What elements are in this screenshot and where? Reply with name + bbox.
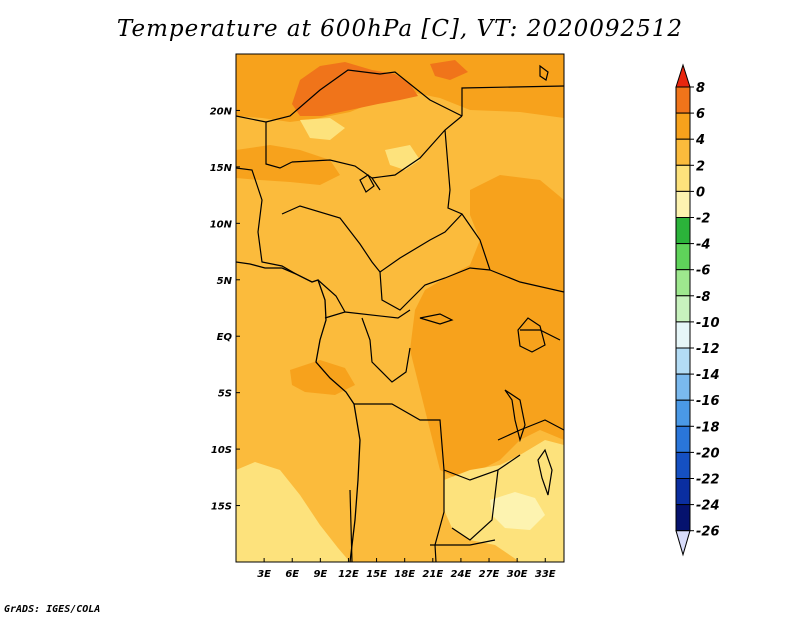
colorbar-label: 6: [696, 107, 705, 122]
longitude-ticks: 3E 6E 9E 12E 15E 18E 21E 24E 27E 30E 33E: [257, 558, 556, 580]
lat-tick-label: 5S: [218, 389, 232, 400]
colorbar-label: -14: [696, 368, 720, 383]
colorbar-label: -12: [696, 342, 720, 357]
lat-tick-label: 15S: [211, 502, 232, 513]
colorbar-segment: [675, 217, 691, 245]
colorbar-segment: [675, 190, 691, 218]
lat-tick-label: EQ: [217, 332, 233, 343]
colorbar-segment: [675, 478, 691, 506]
lon-tick-label: 3E: [257, 569, 271, 580]
lon-tick-label: 30E: [507, 569, 528, 580]
colorbar-label: -10: [696, 316, 720, 331]
colorbar-segment: [675, 347, 691, 375]
map-title: Temperature at 600hPa [C], VT: 202009251…: [116, 16, 684, 42]
lakes: [359, 64, 553, 496]
lat-tick-label: 10S: [211, 445, 232, 456]
country-borders: [236, 69, 564, 562]
colorbar-segment: [675, 164, 691, 192]
lat-tick-label: 20N: [210, 106, 233, 117]
colorbar-label: -2: [696, 212, 710, 227]
colorbar-segment: [675, 86, 691, 114]
colorbar-label: -18: [696, 420, 720, 435]
field-4-to-6-small: [430, 60, 468, 80]
colorbar-segment: [675, 243, 691, 271]
lon-tick-label: 9E: [313, 569, 327, 580]
coastline: [236, 261, 361, 562]
colorbar-segment: [675, 269, 691, 297]
colorbar-label: -16: [696, 394, 720, 409]
colorbar-segment: [675, 425, 691, 453]
colorbar-label: 4: [695, 133, 705, 148]
colorbar-segment: [675, 321, 691, 349]
field-neg2-to-0-north: [300, 118, 345, 140]
colorbar-label: -26: [696, 525, 720, 540]
lat-tick-label: 5N: [217, 276, 233, 287]
colorbar-label: -24: [696, 499, 720, 514]
lon-tick-label: 18E: [394, 569, 415, 580]
lon-tick-label: 33E: [535, 569, 556, 580]
grads-credit: GrADS: IGES/COLA: [4, 604, 101, 615]
lon-tick-label: 21E: [422, 569, 443, 580]
field-4-to-6: [292, 62, 418, 116]
field-2-to-4-sahel: [236, 145, 340, 185]
field-neg4-to-neg2: [490, 492, 545, 530]
colorbar-segment: [675, 295, 691, 323]
field-neg2-to-0-southwest: [236, 462, 350, 562]
lon-tick-label: 24E: [451, 569, 472, 580]
lon-tick-label: 27E: [479, 569, 500, 580]
colorbar-label: -6: [696, 264, 710, 279]
colorbar-segment: [675, 112, 691, 140]
colorbar-label: -8: [696, 290, 710, 305]
lon-tick-label: 6E: [285, 569, 299, 580]
colorbar-bottom-arrow: [675, 530, 691, 557]
colorbar-label: -20: [696, 446, 720, 461]
colorbar: 8 6 4 2 0 -2 -4 -6 -8 -10 -12 -14 -16 -18 -20 -22 -24 -26: [675, 63, 720, 557]
lon-tick-label: 12E: [338, 569, 359, 580]
colorbar-label: 8: [696, 81, 705, 96]
colorbar-segment: [675, 373, 691, 401]
colorbar-segment: [675, 504, 691, 532]
lat-tick-label: 10N: [210, 219, 233, 230]
map-frame: [235, 53, 565, 563]
colorbar-label: -4: [696, 238, 710, 253]
colorbar-label: 0: [696, 185, 705, 200]
colorbar-label: -22: [696, 473, 720, 488]
colorbar-label: 2: [696, 159, 705, 174]
colorbar-segment: [675, 138, 691, 166]
colorbar-top-arrow: [675, 63, 691, 88]
field-2-to-4-east: [410, 175, 564, 480]
colorbar-segment: [675, 399, 691, 427]
lat-tick-label: 15N: [210, 163, 233, 174]
map-panel: 20N 15N 10N 5N EQ 5S 10S 15S 3E 6E 9E 12E 15E 18E 21E…: [210, 53, 565, 580]
lon-tick-label: 15E: [366, 569, 387, 580]
colorbar-segment: [675, 451, 691, 479]
latitude-ticks: 20N 15N 10N 5N EQ 5S 10S 15S: [210, 106, 240, 513]
